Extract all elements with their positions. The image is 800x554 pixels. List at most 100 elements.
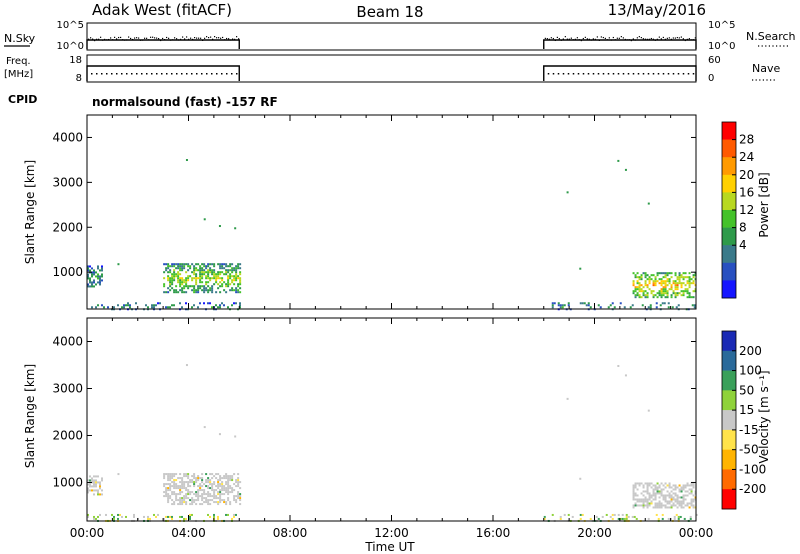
power-point [187,285,190,288]
velocity-point [167,515,169,518]
power-point [97,275,99,278]
nsky-dot [120,36,122,39]
nsky-dot [586,38,588,40]
y-tick-label: 2000 [52,428,83,442]
power-point [159,302,161,305]
power-point [647,306,650,309]
velocity-point [682,486,685,489]
nsky-dot [626,39,628,41]
power-point [644,296,647,299]
velocity-point [181,491,184,494]
power-point [646,284,649,287]
velocity-point [668,482,671,485]
power-point [638,290,641,293]
power-point [235,275,238,278]
velocity-point [97,491,99,494]
nsky-dot [128,36,130,38]
velocity-point [613,513,616,516]
freq-panel: Freq. [MHz] 18 8 60 0 Nave [4,54,780,84]
power-point [123,304,125,307]
velocity-point [666,494,669,497]
velocity-point [213,513,215,516]
velocity-point [646,506,649,509]
power-point [652,280,655,283]
velocity-point [167,487,170,490]
colorbar-tick-label: -50 [739,443,759,457]
colorbar-tick-label: 24 [739,150,754,164]
power-point [225,269,228,272]
velocity-point [642,484,645,487]
nsky-dot [680,36,682,38]
power-point [185,263,188,266]
power-point [229,273,232,276]
nsky-tick-top: 10^5 [57,20,84,31]
power-point [167,265,170,268]
power-point [662,280,665,283]
power-point [233,283,236,286]
power-point [676,286,679,289]
power-point [181,277,184,280]
power-point [205,283,208,286]
power-point [187,287,190,290]
velocity-point [647,409,650,412]
power-point [672,280,675,283]
power-point [215,273,218,276]
colorbar-segment [722,489,736,510]
power-point [211,263,214,266]
nave-dot [592,73,595,75]
velocity-point [165,473,168,476]
velocity-point [221,481,224,484]
velocity-point [225,487,228,490]
power-point [666,294,669,297]
power-point [660,296,663,299]
velocity-point [167,501,170,504]
colorbar-segment [722,390,736,411]
nsky-dot [138,37,140,39]
nsky-dot [106,39,108,41]
power-point [235,277,238,280]
power-point [682,290,685,293]
velocity-point [648,498,651,501]
nsky-dot [646,38,648,40]
power-point [101,267,103,270]
velocity-point [654,506,657,509]
power-point [129,304,131,307]
power-point [179,283,182,286]
power-point [217,273,220,276]
velocity-point [674,500,677,503]
velocity-point [101,479,103,482]
power-point [652,294,655,297]
velocity-point [165,495,168,498]
freq-label-line2: [MHz] [4,69,33,80]
power-point [91,275,93,278]
power-point [680,294,683,297]
nsky-segment [543,39,697,49]
velocity-point [237,479,240,482]
velocity-point [171,493,174,496]
velocity-point [175,473,178,476]
power-point [636,288,639,291]
velocity-point [559,517,562,520]
velocity-point [195,481,198,484]
nave-dot [632,73,635,75]
power-point [135,302,137,305]
power-point [97,277,99,280]
power-point [203,263,206,266]
power-point [638,276,641,279]
power-point [229,283,232,286]
power-point [644,290,647,293]
power-point [177,275,180,278]
power-point [629,306,632,309]
power-point [203,302,205,305]
power-scatter [87,159,697,311]
velocity-point [658,506,661,509]
power-point [672,292,675,295]
y-tick-label: 1000 [52,265,83,279]
nsky-dot [186,36,188,38]
velocity-point [686,504,689,507]
power-point [551,304,554,307]
velocity-point [675,513,678,516]
power-point [187,265,190,268]
nsky-dot [548,38,550,40]
